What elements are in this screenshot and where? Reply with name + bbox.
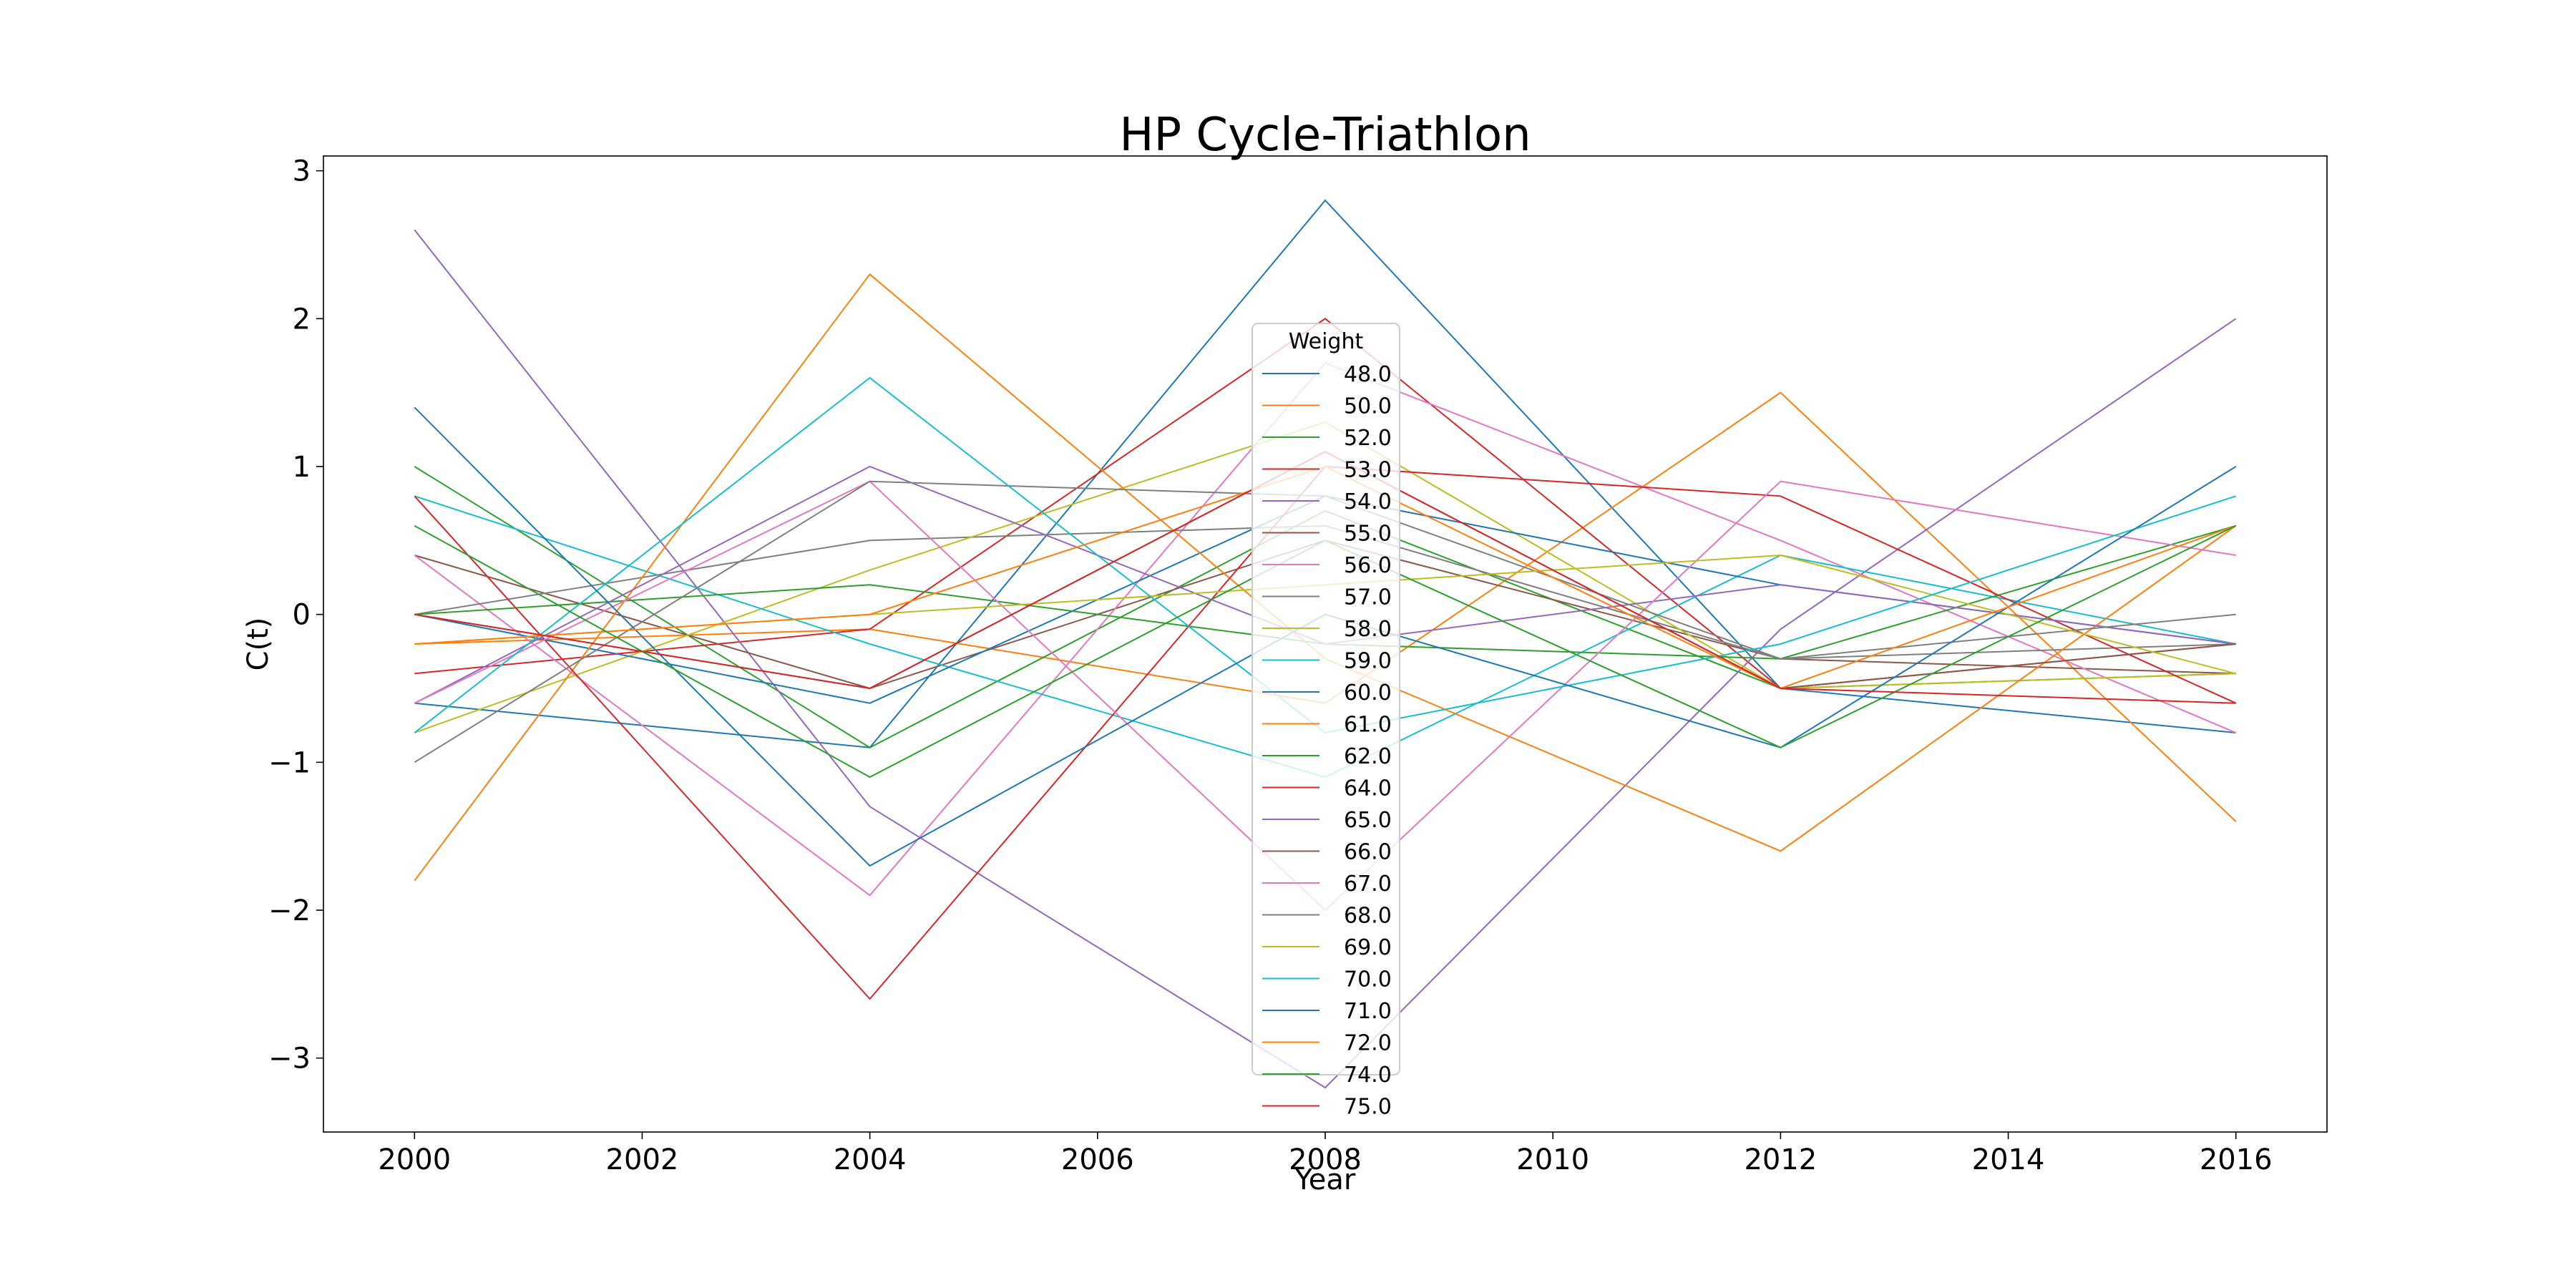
legend-entry: 69.0	[1344, 935, 1392, 960]
y-tick-label: 1	[293, 451, 311, 484]
x-tick-label: 2016	[2200, 1143, 2273, 1176]
series-line-54-0	[414, 229, 2237, 1089]
legend-title: Weight	[1289, 329, 1364, 354]
legend-entry: 68.0	[1344, 904, 1392, 929]
x-tick-label: 2000	[378, 1143, 451, 1176]
legend-entry: 50.0	[1344, 394, 1392, 419]
legend-entry: 48.0	[1344, 362, 1392, 387]
legend: Weight 48.0 50.0 52.0 53.0 54.0 55.0 56.0 57.0 5…	[1252, 323, 1400, 1120]
x-tick-label: 2012	[1744, 1143, 1817, 1176]
x-tick-label: 2002	[606, 1143, 679, 1176]
y-tick-label: 0	[293, 599, 311, 632]
x-axis-label: Year	[1294, 1163, 1356, 1196]
x-tick-label: 2006	[1061, 1143, 1134, 1176]
legend-entry: 70.0	[1344, 967, 1392, 992]
x-tick-label: 2014	[1972, 1143, 2045, 1176]
legend-entry: 61.0	[1344, 713, 1392, 738]
legend-box	[1252, 323, 1400, 1075]
legend-entry: 64.0	[1344, 776, 1392, 801]
legend-entry: 55.0	[1344, 522, 1392, 547]
legend-entry: 54.0	[1344, 489, 1392, 514]
legend-entry: 75.0	[1344, 1095, 1392, 1120]
y-axis: −3 −2 −1 0 1 2 3	[268, 155, 323, 1075]
legend-entry: 74.0	[1344, 1063, 1392, 1088]
y-tick-label: 3	[293, 155, 311, 188]
legend-entry: 52.0	[1344, 426, 1392, 451]
legend-entry: 60.0	[1344, 680, 1392, 706]
legend-entry: 56.0	[1344, 553, 1392, 578]
x-tick-label: 2010	[1516, 1143, 1589, 1176]
y-axis-label: C(t)	[242, 618, 275, 671]
y-tick-label: 2	[293, 303, 311, 336]
legend-entry: 58.0	[1344, 617, 1392, 642]
legend-entry: 71.0	[1344, 999, 1392, 1024]
legend-entry: 66.0	[1344, 840, 1392, 865]
legend-entry: 65.0	[1344, 808, 1392, 833]
series-line-48-0	[414, 199, 2236, 748]
legend-entry: 59.0	[1344, 649, 1392, 674]
legend-entry: 72.0	[1344, 1031, 1392, 1056]
x-axis: 2000 2002 2004 2006 2008 2010 2012 2014 2016	[378, 1132, 2273, 1176]
chart-title: HP Cycle-Triathlon	[1119, 109, 1531, 162]
y-tick-label: −3	[268, 1043, 311, 1075]
legend-entry: 53.0	[1344, 458, 1392, 483]
x-tick-label: 2008	[1289, 1143, 1362, 1176]
legend-entry: 67.0	[1344, 872, 1392, 897]
y-tick-label: −1	[268, 746, 311, 779]
legend-entry: 62.0	[1344, 744, 1392, 769]
x-tick-label: 2004	[834, 1143, 907, 1176]
legend-entry: 57.0	[1344, 585, 1392, 610]
y-tick-label: −2	[268, 894, 311, 927]
